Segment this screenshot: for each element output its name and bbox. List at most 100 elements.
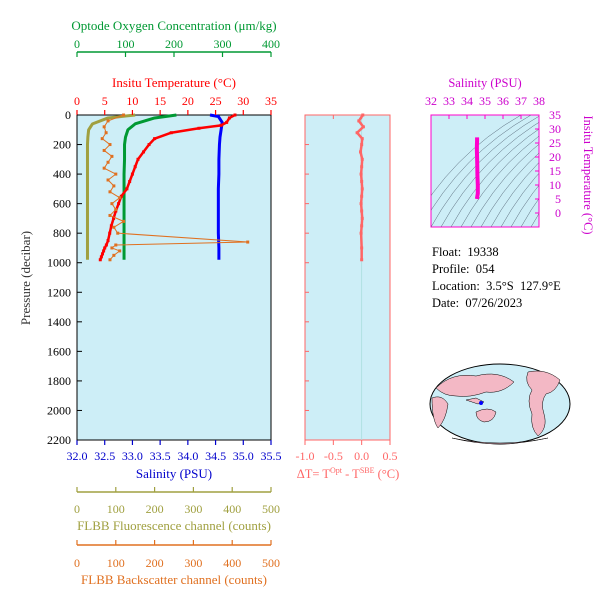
temperature-data-point xyxy=(99,255,103,259)
ts-temperature-tick-label: 30 xyxy=(549,122,561,136)
temperature-data-point xyxy=(104,243,108,247)
world-map-america-land xyxy=(526,370,561,437)
delta-data-point xyxy=(360,179,364,183)
backscatter-data-point xyxy=(122,219,126,223)
ts-salinity-tick-label: 36 xyxy=(497,94,509,108)
backscatter-data-point xyxy=(246,240,250,244)
profile-series-group xyxy=(85,113,250,262)
delta-data-point xyxy=(360,246,364,250)
salinity-tick-label: 32.5 xyxy=(94,449,115,463)
delta-data-point xyxy=(360,157,364,161)
backscatter-data-point xyxy=(112,253,116,257)
salinity-tick-label: 35.0 xyxy=(233,449,254,463)
temperature-data-point xyxy=(142,150,146,154)
backscatter-tick-label: 0 xyxy=(74,556,80,570)
delta-data-point xyxy=(360,216,364,220)
fluorescence-axis-title: FLBB Fluorescence channel (counts) xyxy=(77,518,271,533)
ts-density-contour xyxy=(510,184,539,227)
backscatter-data-point xyxy=(110,202,114,206)
temperature-data-point xyxy=(100,252,104,256)
date-info: Date: 07/26/2023 xyxy=(432,296,522,311)
ts-density-contours xyxy=(431,115,539,227)
delta-tick-label: 0.0 xyxy=(354,449,369,463)
backscatter-tick-label: 500 xyxy=(262,556,280,570)
world-map-asia-land xyxy=(435,373,515,397)
ts-salinity-tick-label: 33 xyxy=(443,94,455,108)
backscatter-data-point xyxy=(118,249,122,253)
ts-density-contour xyxy=(431,115,532,211)
ts-density-contour xyxy=(520,197,539,227)
oxygen-tick-label: 200 xyxy=(165,37,183,51)
temperature-tick-label: 30 xyxy=(237,94,249,108)
temperature-tick-label: 25 xyxy=(210,94,222,108)
temperature-tick-label: 15 xyxy=(154,94,166,108)
backscatter-data-point xyxy=(108,190,112,194)
delta-title-end: (°C) xyxy=(374,467,399,481)
temperature-data-point xyxy=(233,113,237,117)
temperature-data-point xyxy=(108,231,112,235)
oxygen-tick-label: 100 xyxy=(117,37,135,51)
float-location-marker xyxy=(479,401,483,405)
backscatter-data-point xyxy=(118,196,122,200)
salinity-tick-label: 35.5 xyxy=(261,449,282,463)
temperature-data-point xyxy=(227,116,231,120)
backscatter-data-point xyxy=(110,246,114,250)
date-label: Date: xyxy=(432,296,460,310)
delta-series-group xyxy=(355,113,366,440)
backscatter-data-point xyxy=(108,258,112,262)
temperature-data-point xyxy=(197,126,201,130)
pressure-tick-label: 2000 xyxy=(47,403,71,417)
fluorescence-tick-label: 400 xyxy=(223,502,241,516)
delta-data-point xyxy=(360,209,364,213)
temperature-data-point xyxy=(153,137,157,141)
backscatter-data-point xyxy=(114,243,118,247)
ts-temperature-tick-label: 20 xyxy=(549,150,561,164)
delta-data-point xyxy=(355,131,359,135)
oxygen-series-line xyxy=(122,113,177,260)
fluorescence-tick-label: 200 xyxy=(146,502,164,516)
pressure-tick-label: 1600 xyxy=(47,344,71,358)
backscatter-data-point xyxy=(108,143,112,147)
ts-temperature-tick-label: 15 xyxy=(549,164,561,178)
delta-tick-label: -1.0 xyxy=(296,449,315,463)
backscatter-tick-label: 400 xyxy=(223,556,241,570)
delta-data-point xyxy=(360,187,364,191)
pressure-tick-label: 800 xyxy=(53,226,71,240)
temperature-data-point xyxy=(102,249,106,253)
fluorescence-tick-label: 300 xyxy=(184,502,202,516)
temperature-data-point xyxy=(147,143,151,147)
temperature-data-point xyxy=(133,165,137,169)
backscatter-data-point xyxy=(110,154,114,158)
world-map-australia-land xyxy=(475,408,497,423)
backscatter-data-point xyxy=(100,137,104,141)
ts-density-contour xyxy=(530,213,539,227)
temperature-data-point xyxy=(98,258,102,262)
delta-data-point xyxy=(359,150,363,154)
temperature-tick-label: 35 xyxy=(265,94,277,108)
temperature-data-point xyxy=(125,187,129,191)
temperature-data-point xyxy=(128,179,132,183)
ts-density-contour xyxy=(490,162,539,227)
backscatter-data-point xyxy=(112,184,116,188)
salinity-axis-title: Salinity (PSU) xyxy=(136,466,212,481)
ts-density-contour xyxy=(480,152,539,227)
ts-salinity-tick-label: 32 xyxy=(425,94,437,108)
pressure-axis-title: Pressure (decibar) xyxy=(18,231,33,325)
fluorescence-series-line xyxy=(85,113,136,260)
backscatter-axis-title: FLBB Backscatter channel (counts) xyxy=(81,572,267,587)
delta-tick-label: 0.5 xyxy=(383,449,398,463)
salinity-tick-label: 34.5 xyxy=(205,449,226,463)
backscatter-data-point xyxy=(106,160,110,164)
delta-data-point xyxy=(359,202,363,206)
backscatter-data-point xyxy=(102,125,106,129)
pressure-tick-label: 400 xyxy=(53,167,71,181)
ts-density-contour xyxy=(450,128,539,227)
backscatter-data-point xyxy=(102,166,106,170)
temperature-axis-title: Insitu Temperature (°C) xyxy=(112,75,236,90)
ts-density-contour xyxy=(460,135,539,227)
backscatter-data-point xyxy=(106,178,110,182)
delta-title-mid: - T xyxy=(342,467,360,481)
delta-data-point xyxy=(357,119,361,123)
